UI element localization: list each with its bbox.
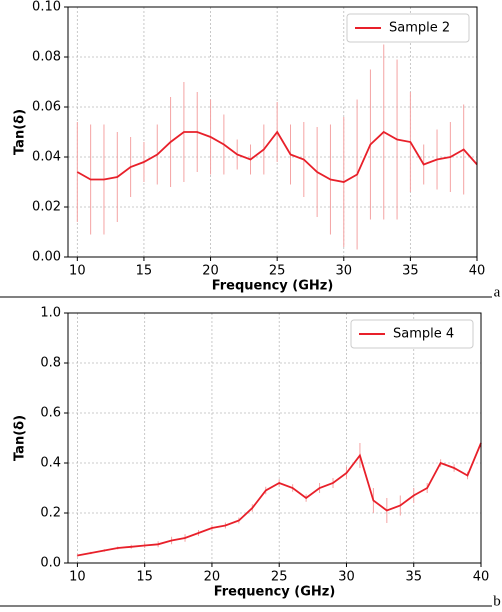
x-tick-label: 30 [338,570,355,585]
y-axis-label: Tan(δ) [13,109,28,155]
x-tick-label: 20 [202,264,219,279]
y-tick-label: 0.00 [32,250,61,265]
y-tick-label: 0.08 [32,50,61,65]
y-tick-label: 0.06 [32,100,61,115]
y-tick-label: 0.02 [32,200,61,215]
plot-frame [67,6,478,258]
y-tick-label: 0.6 [40,406,61,421]
x-tick-label: 10 [69,570,86,585]
x-axis-label: Frequency (GHz) [214,585,336,600]
y-tick-label: 0.4 [40,456,61,471]
x-tick-label: 40 [473,570,490,585]
x-tick-label: 35 [402,264,419,279]
x-tick-label: 30 [336,264,353,279]
y-tick-label: 1.0 [40,306,61,321]
x-tick-label: 35 [405,570,422,585]
legend-box [350,319,474,349]
x-tick-label: 15 [136,570,153,585]
x-tick-label: 10 [69,264,86,279]
series-line [77,442,482,557]
legend-label: Sample 4 [393,327,454,342]
x-tick-label: 20 [204,570,221,585]
panel-label: b [493,593,501,609]
x-tick-label: 40 [469,264,486,279]
y-tick-label: 0.04 [32,150,61,165]
x-tick-label: 25 [271,570,288,585]
plot-frame [67,312,482,564]
y-tick-label: 0.8 [40,356,61,371]
series-line [76,130,478,183]
y-axis-label: Tan(δ) [13,415,28,461]
y-tick-label: 0.2 [40,506,61,521]
y-tick-label: 0.10 [32,0,61,15]
panel-label: a [494,284,501,300]
y-tick-label: 0.0 [40,556,61,571]
legend-label: Sample 2 [389,21,450,36]
x-tick-label: 15 [136,264,153,279]
x-tick-label: 25 [269,264,286,279]
legend-box [346,13,470,43]
x-axis-label: Frequency (GHz) [212,279,334,294]
